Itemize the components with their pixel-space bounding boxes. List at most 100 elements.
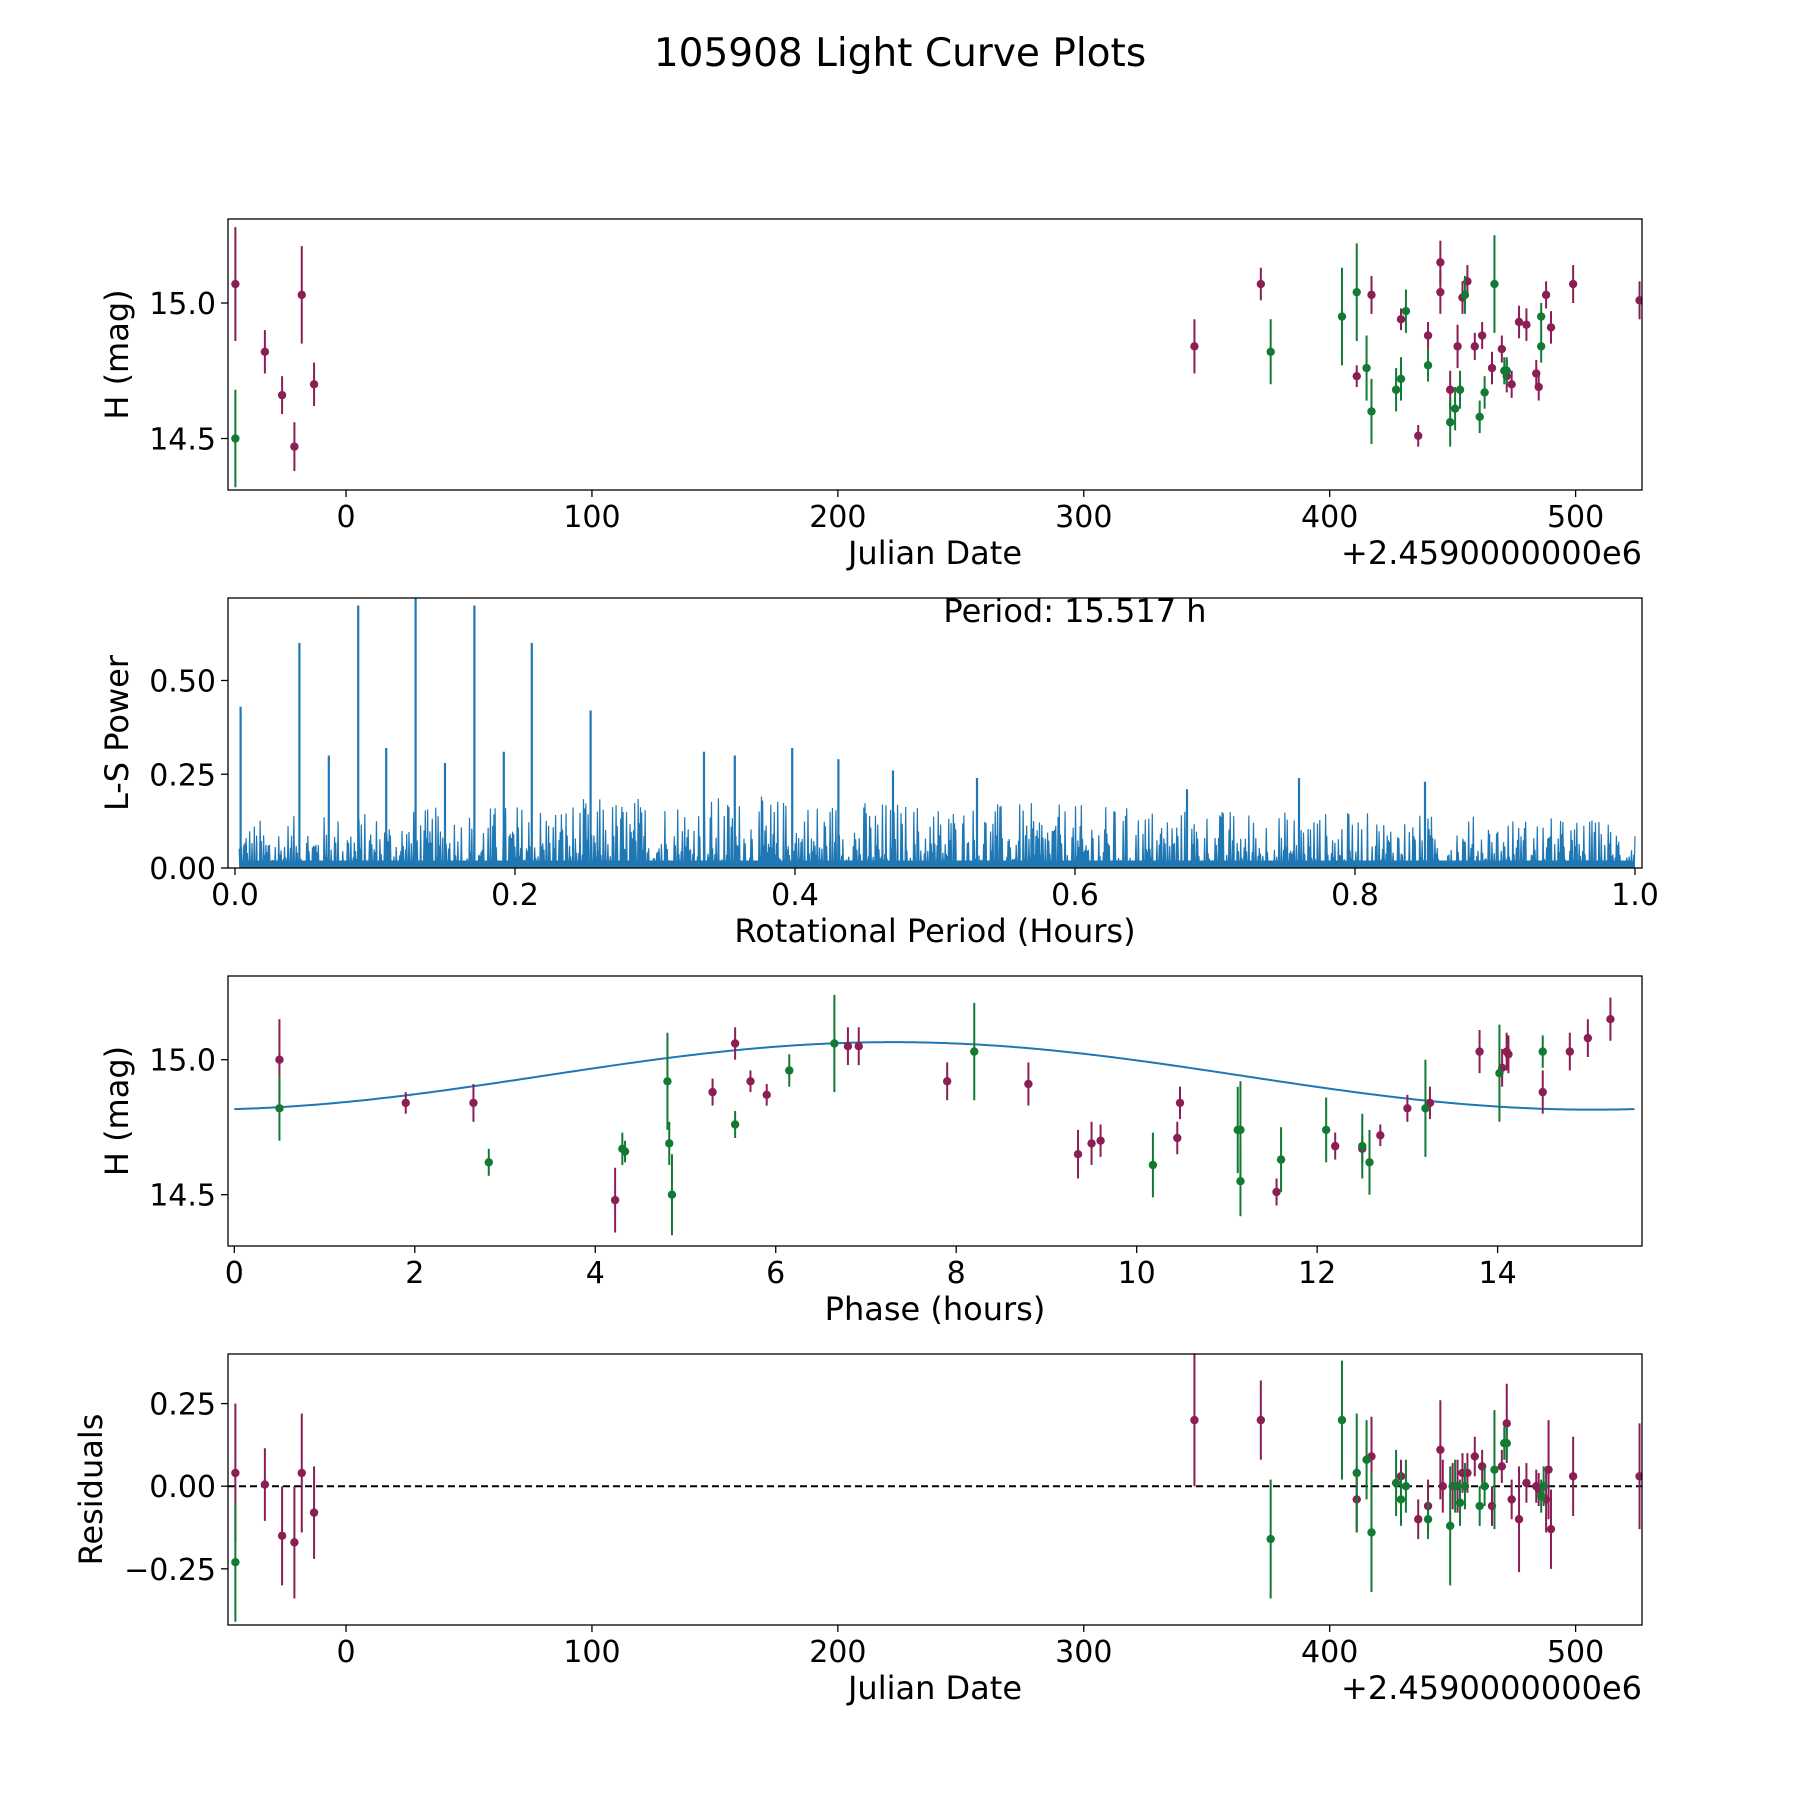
data-point-r <box>746 1077 755 1086</box>
data-point-g <box>1445 418 1455 427</box>
data-point-r <box>1541 290 1551 300</box>
x-tick-label: 10 <box>1118 1256 1156 1291</box>
data-point-r <box>1445 385 1455 394</box>
data-point-r <box>1522 320 1531 329</box>
residuals-axes-frame <box>227 1353 1643 1626</box>
data-point-g <box>970 1047 979 1056</box>
data-point-g <box>1460 290 1470 300</box>
data-point-g <box>1502 1439 1511 1448</box>
data-point-g <box>1362 1455 1371 1464</box>
data-point-r <box>730 1039 740 1048</box>
data-point-g <box>275 1104 284 1113</box>
data-point-r <box>1272 1187 1281 1197</box>
data-point-r <box>1087 1139 1096 1148</box>
data-point-r <box>1546 1524 1556 1534</box>
data-point-g <box>1367 1528 1376 1537</box>
data-point-r <box>1544 1465 1553 1474</box>
data-point-r <box>942 1077 952 1086</box>
x-tick-label: 0 <box>336 500 355 535</box>
x-tick-label: 0 <box>225 1256 244 1291</box>
phased-plot-area <box>234 994 1635 1236</box>
data-point-g <box>1421 1104 1430 1113</box>
residuals-panel: Residuals Julian Date +2.4590000000e6 0 1… <box>72 1353 1643 1707</box>
data-point-g <box>1266 347 1275 356</box>
data-point-r <box>1403 1104 1412 1113</box>
x-tick-label: 200 <box>809 1635 866 1670</box>
data-point-r <box>1423 331 1433 340</box>
data-point-g <box>1450 1481 1460 1491</box>
data-point-g <box>1337 1415 1347 1425</box>
y-tick-label: 0.00 <box>149 1470 216 1505</box>
data-point-r <box>1497 344 1507 354</box>
data-point-r <box>1438 1481 1448 1491</box>
data-point-g <box>1539 1481 1548 1491</box>
data-point-g <box>1276 1155 1286 1164</box>
data-point-r <box>297 290 306 300</box>
x-tick-label: 0.6 <box>1051 878 1099 913</box>
data-point-g <box>830 1039 839 1048</box>
data-point-r <box>610 1195 620 1205</box>
data-point-g <box>1480 388 1489 397</box>
x-tick-label: 0.2 <box>491 878 539 913</box>
residuals-xlabel: Julian Date <box>846 1669 1022 1707</box>
data-point-r <box>1538 1087 1547 1097</box>
data-point-g <box>1480 1481 1489 1491</box>
data-point-r <box>260 347 270 356</box>
residuals-offset-text: +2.4590000000e6 <box>1341 1669 1642 1707</box>
data-point-r <box>1583 1033 1593 1043</box>
data-point-r <box>277 1531 287 1540</box>
data-point-r <box>1190 1415 1199 1425</box>
data-point-g <box>1236 1177 1245 1186</box>
data-point-g <box>1490 1465 1499 1474</box>
y-tick-label: 15.0 <box>149 1044 216 1079</box>
phased-xlabel: Phase (hours) <box>825 1290 1046 1328</box>
data-point-g <box>1148 1160 1158 1170</box>
data-point-g <box>231 434 240 443</box>
lightcurve-plot-area <box>231 227 1642 488</box>
data-point-g <box>1450 404 1460 413</box>
y-tick-label: 0.50 <box>149 665 216 700</box>
data-point-r <box>1635 1472 1642 1481</box>
data-point-r <box>1477 331 1487 340</box>
y-tick-label: 14.5 <box>149 423 216 458</box>
data-point-g <box>1352 1468 1361 1478</box>
data-point-r <box>1256 1415 1266 1425</box>
x-tick-label: 0.4 <box>771 878 819 913</box>
y-tick-label: 15.0 <box>149 287 216 322</box>
phased-panel: H (mag) Phase (hours) 0 2 4 6 8 10 12 14 14.5 15.… <box>98 975 1643 1328</box>
x-tick-label: 8 <box>947 1256 966 1291</box>
data-point-r <box>1436 258 1445 267</box>
figure-title: 105908 Light Curve Plots <box>654 31 1146 76</box>
y-tick-label: 0.00 <box>149 852 216 887</box>
data-point-r <box>1367 290 1376 300</box>
data-point-r <box>854 1042 863 1051</box>
residuals-plot-area <box>228 1354 1642 1622</box>
x-tick-label: 1.0 <box>1611 878 1659 913</box>
lightcurve-panel: H (mag) Julian Date +2.4590000000e6 0 100… <box>98 218 1643 572</box>
data-point-g <box>1536 312 1546 321</box>
x-tick-label: 14 <box>1479 1256 1517 1291</box>
data-point-r <box>1568 279 1578 289</box>
data-point-g <box>484 1158 493 1167</box>
data-point-r <box>1507 380 1516 389</box>
data-point-g <box>1396 374 1406 384</box>
periodogram-ylabel: L-S Power <box>98 654 136 811</box>
data-point-r <box>1534 382 1543 392</box>
data-point-r <box>1096 1136 1105 1145</box>
data-point-r <box>1414 431 1423 440</box>
x-tick-label: 12 <box>1298 1256 1336 1291</box>
data-point-r <box>1635 296 1642 305</box>
x-tick-label: 0.8 <box>1331 878 1379 913</box>
periodogram-noise-line <box>238 796 1636 868</box>
data-point-r <box>1514 1515 1524 1524</box>
data-point-r <box>1414 1515 1423 1524</box>
periodogram-axes-frame <box>227 597 1643 869</box>
data-point-g <box>1490 279 1499 289</box>
data-point-r <box>1546 323 1556 332</box>
data-point-g <box>1502 366 1511 375</box>
data-point-r <box>1514 317 1524 327</box>
x-tick-label: 4 <box>586 1256 605 1291</box>
data-point-r <box>1565 1047 1575 1056</box>
